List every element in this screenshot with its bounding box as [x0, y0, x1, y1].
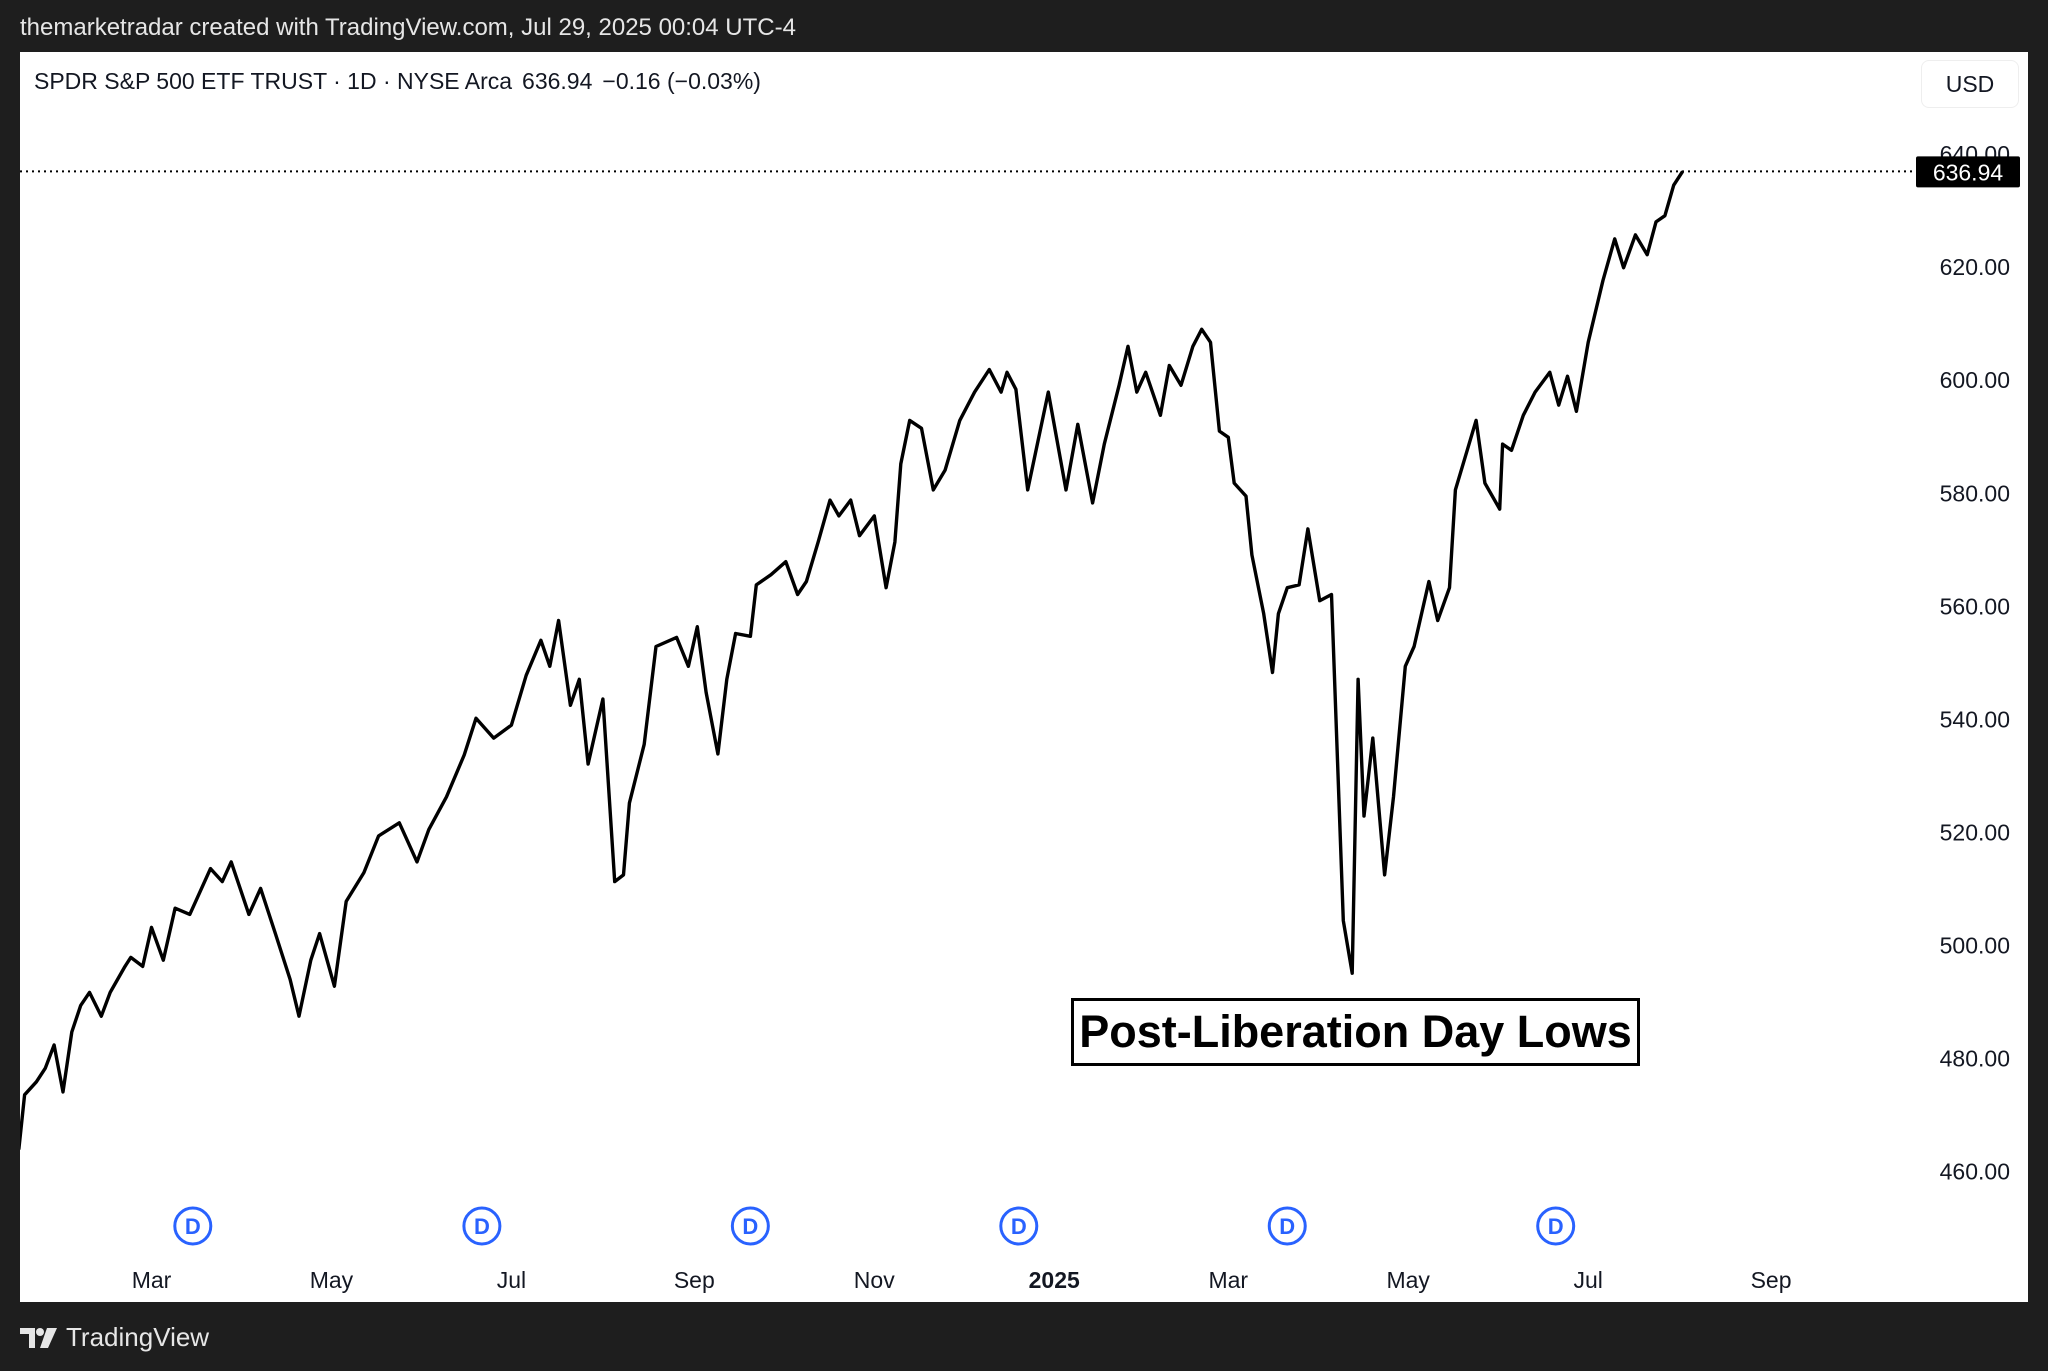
dividend-marker-label: D	[1548, 1214, 1564, 1239]
dividend-marker[interactable]	[730, 1206, 770, 1246]
symbol-name: SPDR S&P 500 ETF TRUST · 1D · NYSE Arca	[34, 68, 513, 94]
dividend-marker-label: D	[742, 1214, 758, 1239]
currency-button[interactable]: USD	[1921, 60, 2019, 108]
last-price: 636.94	[522, 68, 593, 94]
last-price-tag-label: 636.94	[1933, 159, 2004, 185]
y-tick-label: 460.00	[1940, 1159, 2010, 1185]
y-tick-label: 480.00	[1940, 1046, 2010, 1072]
dividend-marker[interactable]	[999, 1206, 1039, 1246]
symbol-legend: SPDR S&P 500 ETF TRUST · 1D · NYSE Arca 6…	[34, 68, 771, 95]
x-tick-label: Sep	[674, 1267, 715, 1293]
y-tick-label: 600.00	[1940, 367, 2010, 393]
y-tick-label: 540.00	[1940, 706, 2010, 732]
y-tick-label: 520.00	[1940, 819, 2010, 845]
x-tick-label: May	[310, 1267, 354, 1293]
brand-name: TradingView	[66, 1322, 210, 1352]
x-tick-label: Mar	[132, 1267, 172, 1293]
dividend-marker[interactable]	[462, 1206, 502, 1246]
chart-panel[interactable]	[20, 52, 2028, 1302]
attribution-text: themarketradar created with TradingView.…	[20, 14, 796, 41]
tradingview-logo-icon	[20, 1327, 57, 1348]
dividend-marker[interactable]	[1536, 1206, 1576, 1246]
last-price-tag	[1916, 156, 2020, 188]
x-tick-label: 2025	[1029, 1267, 1080, 1293]
dividend-marker[interactable]	[173, 1206, 213, 1246]
dividend-marker-label: D	[474, 1214, 490, 1239]
x-tick-label: Jul	[497, 1267, 526, 1293]
dividend-marker-label: D	[185, 1214, 201, 1239]
x-tick-label: Nov	[854, 1267, 895, 1293]
x-tick-label: May	[1386, 1267, 1430, 1293]
price-series-line	[20, 170, 1685, 1150]
dividend-marker-label: D	[1279, 1214, 1295, 1239]
y-tick-label: 620.00	[1940, 254, 2010, 280]
x-tick-label: Sep	[1751, 1267, 1792, 1293]
annotation-label: Post-Liberation Day Lows	[1071, 998, 1640, 1066]
y-tick-label: 500.00	[1940, 933, 2010, 959]
y-tick-label: 560.00	[1940, 593, 2010, 619]
price-change: −0.16 (−0.03%)	[602, 68, 761, 94]
x-tick-label: Jul	[1573, 1267, 1602, 1293]
x-tick-label: Mar	[1208, 1267, 1248, 1293]
y-tick-label: 580.00	[1940, 480, 2010, 506]
footer-brand[interactable]: TradingView	[20, 1322, 209, 1353]
dividend-marker-label: D	[1011, 1214, 1027, 1239]
dividend-marker[interactable]	[1267, 1206, 1307, 1246]
